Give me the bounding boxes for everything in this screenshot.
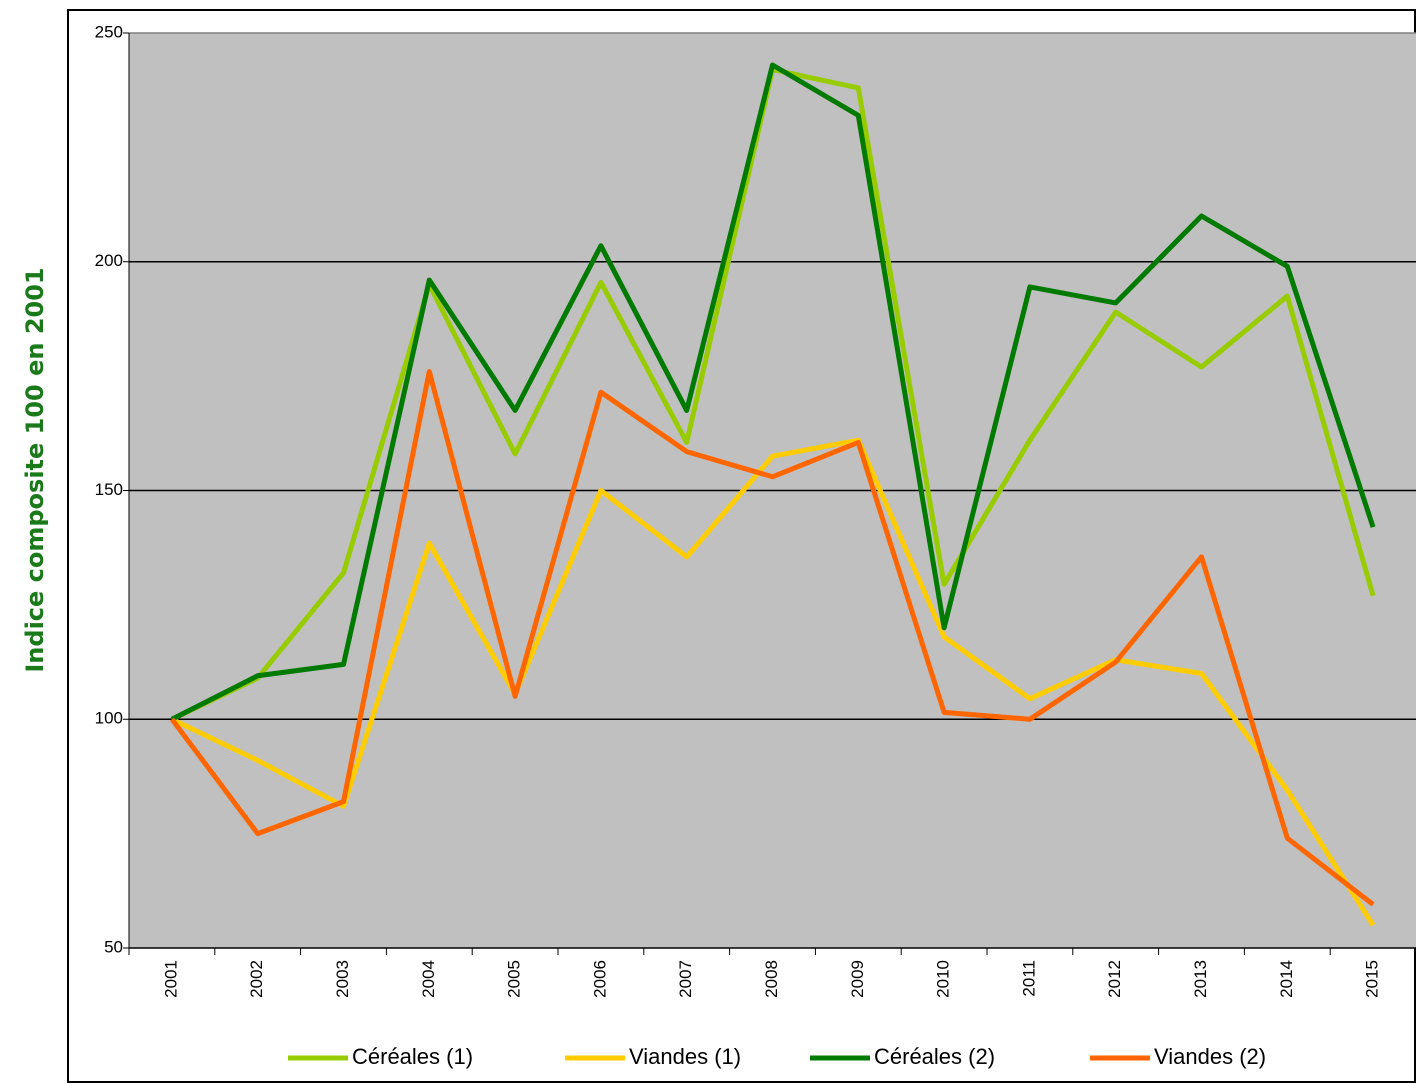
x-tick-label: 2005 xyxy=(505,960,524,998)
legend-label: Viandes (2) xyxy=(1154,1044,1266,1069)
legend-label: Céréales (1) xyxy=(352,1044,473,1069)
series-line xyxy=(170,437,1376,927)
x-tick-label: 2002 xyxy=(247,960,266,998)
x-tick-label: 2010 xyxy=(934,960,953,998)
y-tick-label: 100 xyxy=(95,709,123,728)
series-line xyxy=(169,369,1375,907)
series-line xyxy=(170,62,1376,722)
y-tick-label: 200 xyxy=(95,251,123,270)
x-tick-label: 2003 xyxy=(333,960,352,998)
x-tick-label: 2009 xyxy=(848,960,867,998)
x-tick-label: 2013 xyxy=(1191,960,1210,998)
x-tick-label: 2015 xyxy=(1363,960,1382,998)
x-tick-label: 2012 xyxy=(1105,960,1124,998)
x-tick-label: 2014 xyxy=(1277,960,1296,998)
x-tick-label: 2006 xyxy=(590,960,609,998)
y-axis-label: Indice composite 100 en 2001 xyxy=(21,267,49,672)
x-tick-label: 2004 xyxy=(419,960,438,998)
x-tick-label: 2001 xyxy=(161,960,180,998)
legend-label: Viandes (1) xyxy=(629,1044,741,1069)
y-tick-label: 250 xyxy=(95,22,123,41)
x-tick-label: 2008 xyxy=(762,960,781,998)
x-tick-label: 2011 xyxy=(1019,960,1038,997)
y-tick-label: 150 xyxy=(95,480,123,499)
x-tick-label: 2007 xyxy=(676,960,695,998)
y-tick-label: 50 xyxy=(104,937,123,956)
legend-label: Céréales (2) xyxy=(874,1044,995,1069)
